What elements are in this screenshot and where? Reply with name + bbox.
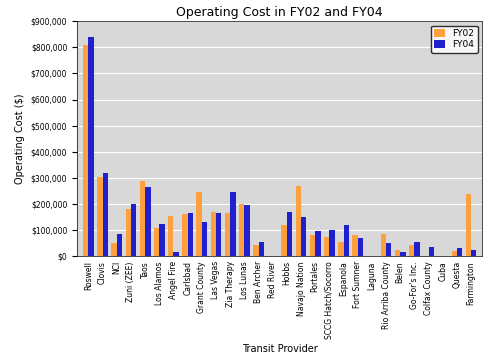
Bar xyxy=(409,244,414,256)
Bar xyxy=(259,242,264,256)
Bar xyxy=(282,225,287,256)
Bar xyxy=(315,231,321,256)
Bar xyxy=(352,235,358,256)
Bar xyxy=(395,250,400,256)
Bar xyxy=(131,204,136,256)
Bar xyxy=(296,186,301,256)
Bar xyxy=(301,217,306,256)
Bar xyxy=(310,235,315,256)
Bar xyxy=(386,243,391,256)
Bar xyxy=(102,173,108,256)
Title: Operating Cost in FY02 and FY04: Operating Cost in FY02 and FY04 xyxy=(177,5,383,19)
Bar xyxy=(173,252,179,256)
Bar xyxy=(466,194,471,256)
Bar xyxy=(244,205,250,256)
Bar xyxy=(414,242,420,256)
Bar xyxy=(111,243,117,256)
Bar xyxy=(125,209,131,256)
Bar xyxy=(168,216,173,256)
Bar xyxy=(83,45,88,256)
Bar xyxy=(202,222,207,256)
X-axis label: Transit Provider: Transit Provider xyxy=(242,345,318,355)
Bar xyxy=(182,215,188,256)
Bar xyxy=(211,212,216,256)
Bar xyxy=(324,237,329,256)
Bar xyxy=(471,250,476,256)
Bar xyxy=(230,192,236,256)
Bar xyxy=(216,213,222,256)
Bar xyxy=(344,225,349,256)
Bar xyxy=(253,244,259,256)
Bar xyxy=(457,248,462,256)
Bar xyxy=(197,192,202,256)
Bar xyxy=(188,213,193,256)
Bar xyxy=(117,234,122,256)
Bar xyxy=(338,242,344,256)
Y-axis label: Operating Cost ($): Operating Cost ($) xyxy=(15,94,25,184)
Bar xyxy=(358,238,363,256)
Bar xyxy=(451,251,457,256)
Bar xyxy=(287,212,292,256)
Bar xyxy=(381,234,386,256)
Bar xyxy=(225,213,230,256)
Bar xyxy=(140,180,145,256)
Bar xyxy=(88,37,94,256)
Bar xyxy=(329,230,335,256)
Bar xyxy=(159,224,164,256)
Bar xyxy=(239,204,244,256)
Bar xyxy=(145,187,150,256)
Bar xyxy=(428,247,434,256)
Bar xyxy=(400,252,406,256)
Legend: FY02, FY04: FY02, FY04 xyxy=(431,26,478,53)
Bar xyxy=(97,177,102,256)
Bar xyxy=(154,228,159,256)
